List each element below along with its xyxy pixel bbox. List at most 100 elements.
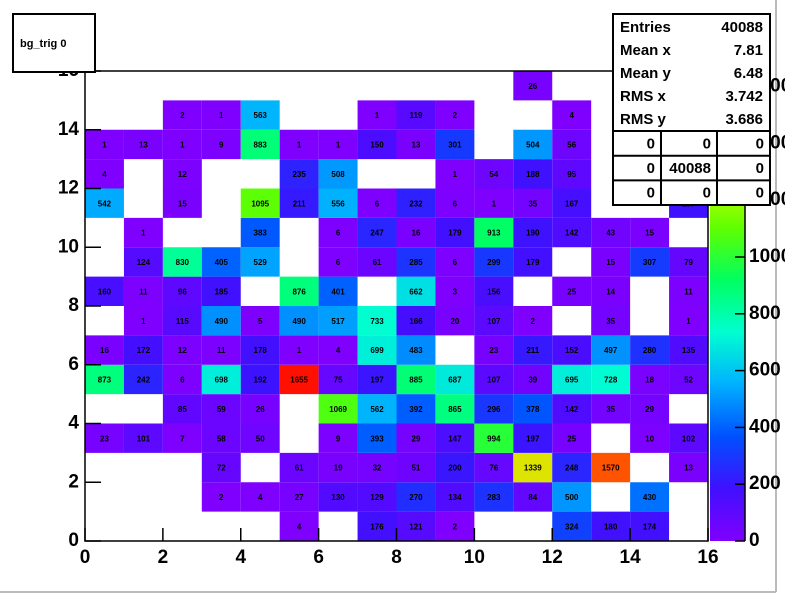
- cell-label: 59: [217, 405, 226, 414]
- cell-label: 9: [336, 434, 341, 443]
- cell: [513, 394, 553, 424]
- cell-label: 1: [297, 346, 302, 355]
- cell-label: 1095: [251, 199, 269, 208]
- cell: [357, 100, 397, 130]
- cell-label: 11: [684, 287, 693, 296]
- cell-label: 11: [139, 287, 148, 296]
- cell: [85, 335, 124, 365]
- cell: [279, 159, 319, 189]
- cell: [513, 159, 553, 189]
- cell-label: 307: [643, 258, 657, 267]
- cell-label: 142: [565, 229, 579, 238]
- cell-label: 61: [295, 464, 304, 473]
- cell: [513, 129, 553, 160]
- cell-label: 51: [412, 464, 421, 473]
- cell: [552, 217, 592, 248]
- cell: [513, 423, 553, 453]
- cell: [591, 217, 631, 248]
- cell: [318, 482, 358, 512]
- cell-label: 96: [178, 287, 187, 296]
- cell: [396, 394, 436, 424]
- cell: [435, 247, 475, 277]
- z-tick-label: 600: [749, 360, 781, 381]
- cell-label: 167: [565, 199, 579, 208]
- cell: [162, 364, 202, 395]
- cell-label: 247: [370, 229, 384, 238]
- cell-label: 11: [217, 346, 226, 355]
- cell: [474, 335, 514, 365]
- cell-label: 270: [409, 493, 423, 502]
- cell-label: 2: [453, 111, 458, 120]
- cell-label: 6: [453, 258, 458, 267]
- cell-label: 4: [569, 111, 574, 120]
- stats-value: 40088: [721, 19, 763, 36]
- cell-label: 562: [370, 405, 384, 414]
- cell: [162, 247, 202, 277]
- cell: [552, 452, 592, 483]
- stats-box: [612, 13, 771, 206]
- cell: [552, 159, 592, 189]
- cell: [201, 247, 241, 277]
- cell: [552, 335, 592, 365]
- cell: [513, 217, 553, 248]
- cell: [162, 100, 202, 130]
- cell: [669, 247, 708, 277]
- cell: [513, 188, 553, 218]
- cell: [240, 247, 280, 277]
- x-tick-label: 2: [158, 547, 169, 568]
- cell-label: 242: [137, 376, 151, 385]
- cell: [435, 452, 475, 483]
- cell-label: 248: [565, 464, 579, 473]
- cell: [552, 394, 592, 424]
- y-tick-label: 8: [68, 295, 79, 316]
- cell-label: 232: [409, 199, 423, 208]
- cell: [357, 306, 397, 336]
- x-tick-label: 12: [542, 547, 563, 568]
- cell-label: 1655: [290, 376, 308, 385]
- cell-label: 39: [528, 376, 537, 385]
- cell: [669, 335, 708, 365]
- cell-label: 873: [98, 376, 112, 385]
- cell: [318, 159, 358, 189]
- cell-label: 324: [565, 522, 579, 531]
- cell: [357, 394, 397, 424]
- cell: [435, 423, 475, 453]
- cell: [552, 482, 592, 512]
- cell: [396, 188, 436, 218]
- cell: [279, 129, 319, 160]
- cell: [85, 423, 124, 453]
- cell: [396, 217, 436, 248]
- cell: [279, 188, 319, 218]
- cell-label: 1: [219, 111, 224, 120]
- cell: [552, 364, 592, 395]
- cell-label: 176: [370, 522, 384, 531]
- cell-label: 500: [565, 493, 579, 502]
- cell: [357, 247, 397, 277]
- cell-label: 1069: [329, 405, 347, 414]
- cell-label: 26: [256, 405, 265, 414]
- cell: [318, 364, 358, 395]
- cell-label: 6: [180, 376, 185, 385]
- x-tick-label: 10: [464, 547, 485, 568]
- cell: [396, 129, 436, 160]
- cell: [669, 364, 708, 395]
- cell-label: 235: [292, 170, 306, 179]
- cell: [396, 423, 436, 453]
- cell-label: 1: [686, 317, 691, 326]
- cell-label: 1: [102, 141, 107, 150]
- cell: [396, 335, 436, 365]
- cell-label: 85: [178, 405, 187, 414]
- cell-label: 197: [526, 434, 540, 443]
- y-tick-label: 14: [58, 119, 80, 140]
- cell-label: 4: [336, 346, 341, 355]
- cell: [435, 100, 475, 130]
- overflow-value: 0: [756, 135, 764, 152]
- overflow-value: 0: [647, 160, 655, 177]
- cell: [85, 129, 124, 160]
- overflow-value: 0: [756, 185, 764, 202]
- cell-label: 6: [336, 258, 341, 267]
- cell: [474, 188, 514, 218]
- cell-label: 504: [526, 141, 540, 150]
- cell-label: 124: [137, 258, 151, 267]
- cell-label: 14: [606, 287, 615, 296]
